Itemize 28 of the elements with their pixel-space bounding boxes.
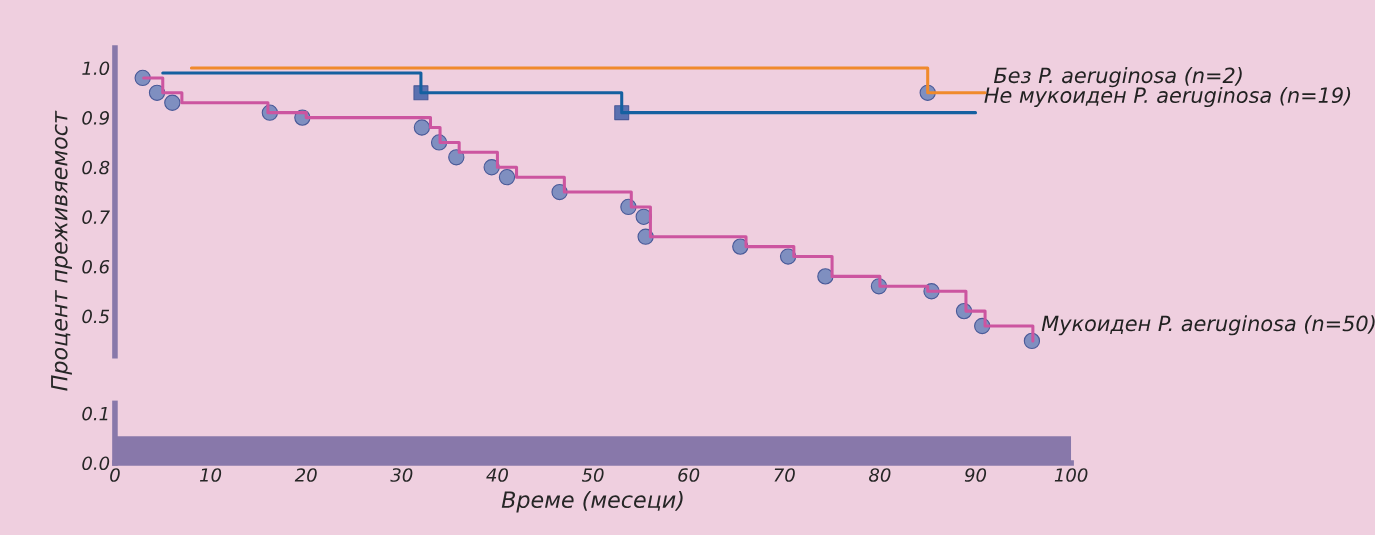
series-label: Не мукоиден P. aeruginosa (n=19) (984, 86, 1351, 108)
x-tick-label: 60 (678, 468, 700, 482)
series-label: Без P. aeruginosa (n=2) (993, 67, 1242, 88)
y-tick-label: 0.0 (82, 456, 110, 471)
x-tick-label: 40 (486, 468, 508, 482)
y-tick-label: 0.6 (82, 259, 110, 274)
x-tick-label: 30 (390, 468, 413, 482)
x-tick-label: 80 (869, 468, 891, 482)
y-tick-label: 0.7 (82, 210, 110, 224)
x-tick-label: 20 (294, 468, 317, 482)
series-label: Мукоиден P. aeruginosa (n=50) (1041, 315, 1375, 336)
y-tick-label: 0.9 (82, 111, 109, 125)
x-tick-label: 0 (110, 468, 120, 482)
x-tick-label: 100 (1054, 468, 1088, 482)
point (817, 268, 834, 285)
point (413, 119, 431, 136)
y-axis-title: Процент преживяемост (51, 110, 72, 391)
y-tick-label: 0.8 (82, 160, 110, 175)
x-tick-label: 90 (964, 468, 987, 482)
y-tick-label: 1.0 (82, 61, 110, 76)
x-tick-label: 10 (199, 468, 222, 482)
x-tick-label: 70 (774, 468, 795, 482)
x-tick-label: 50 (581, 468, 604, 482)
y-tick-label: 0.5 (82, 309, 110, 324)
y-tick-label: 0.1 (82, 406, 108, 421)
x-axis-title: Време (месеци) (501, 490, 683, 513)
point (164, 94, 181, 111)
point (498, 168, 516, 186)
